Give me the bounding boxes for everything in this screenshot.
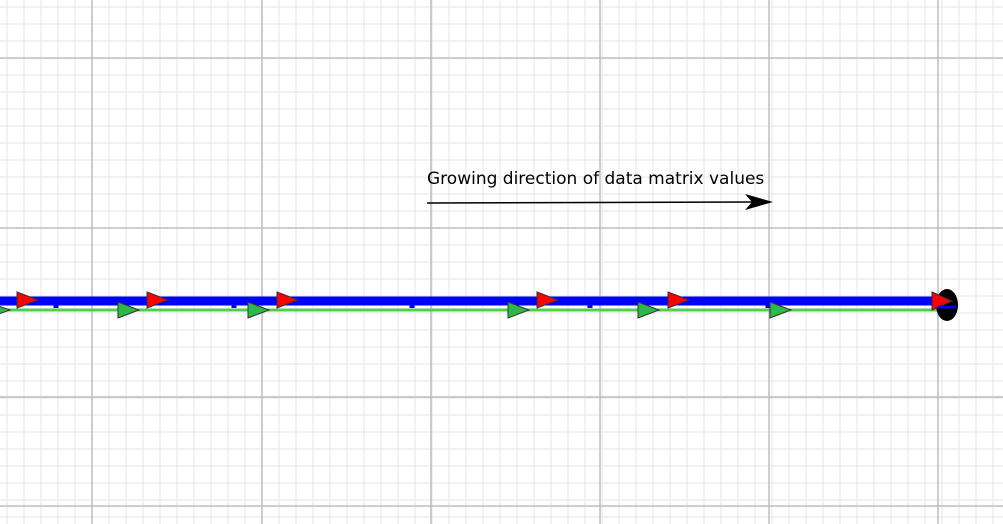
track-lines bbox=[0, 296, 948, 312]
green-marker-group bbox=[0, 301, 793, 319]
blue-track-dot bbox=[231, 303, 237, 308]
green-triangle-marker-icon[interactable] bbox=[117, 301, 141, 319]
blue-track-dot bbox=[409, 303, 415, 308]
green-triangle-marker-icon[interactable] bbox=[247, 301, 271, 319]
red-triangle-marker-icon[interactable] bbox=[276, 291, 300, 309]
red-marker-group bbox=[16, 291, 691, 309]
green-triangle-marker-icon[interactable] bbox=[0, 303, 12, 317]
red-triangle-marker-icon[interactable] bbox=[667, 291, 691, 309]
green-triangle-marker-icon[interactable] bbox=[769, 301, 793, 319]
annotation-label: Growing direction of data matrix values bbox=[427, 169, 764, 189]
blue-track-dots bbox=[53, 303, 771, 308]
green-triangle-marker-icon[interactable] bbox=[507, 301, 531, 319]
red-triangle-marker-icon[interactable] bbox=[146, 291, 170, 309]
direction-arrow-shaft bbox=[426, 201, 753, 204]
red-triangle-marker-icon[interactable] bbox=[536, 291, 560, 309]
blue-track-dot bbox=[587, 303, 593, 308]
direction-annotation: Growing direction of data matrix values bbox=[426, 169, 773, 210]
direction-arrow-icon bbox=[745, 194, 773, 210]
blue-track-dot bbox=[53, 303, 59, 308]
green-triangle-marker-icon[interactable] bbox=[637, 301, 661, 319]
red-triangle-marker-icon[interactable] bbox=[16, 291, 40, 309]
blue-track-dot bbox=[765, 303, 771, 308]
end-node-icon[interactable] bbox=[931, 289, 958, 321]
